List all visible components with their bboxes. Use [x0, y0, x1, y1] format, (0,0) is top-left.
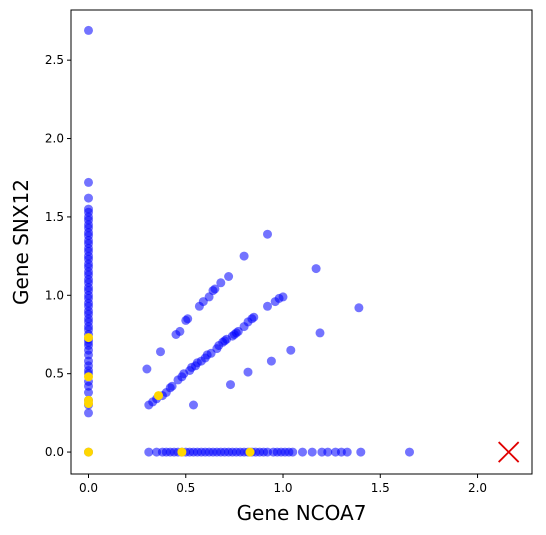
data-point [263, 229, 272, 239]
y-tick-label: 2.0 [45, 132, 64, 146]
x-tick-label: 0.0 [79, 481, 98, 495]
data-point [84, 193, 93, 203]
data-point [216, 278, 226, 288]
y-axis-ticks: 0.0 0.5 1.0 1.5 2.0 2.5 [45, 53, 71, 459]
x-tick-label: 2.0 [468, 481, 487, 495]
data-point [249, 312, 259, 322]
data-point [286, 345, 296, 355]
y-tick-label: 0.5 [45, 367, 64, 381]
data-point [323, 447, 333, 457]
data-point [84, 356, 93, 366]
highlight-point [84, 447, 93, 457]
data-point [278, 292, 288, 302]
highlight-point [84, 372, 93, 382]
data-point [239, 251, 249, 261]
marker-layer [498, 441, 520, 463]
highlight-point [154, 391, 163, 401]
x-tick-label: 1.0 [273, 481, 292, 495]
data-point [84, 408, 93, 418]
data-point [354, 303, 364, 313]
data-point [142, 364, 152, 374]
data-point [84, 388, 93, 397]
data-point [175, 326, 185, 336]
highlight-point [177, 447, 187, 457]
data-point [156, 347, 165, 357]
data-point [266, 356, 276, 366]
data-point [210, 284, 220, 294]
data-point [243, 367, 253, 377]
data-point [263, 301, 272, 311]
data-point [224, 272, 234, 281]
x-marker-stroke [498, 441, 520, 463]
data-point [183, 314, 193, 324]
plot-frame [70, 9, 533, 475]
highlight-point [84, 333, 93, 343]
data-point [288, 447, 298, 457]
data-point [298, 447, 307, 457]
data-point [311, 264, 321, 274]
x-tick-label: 0.5 [176, 481, 195, 495]
data-point [167, 381, 177, 391]
y-tick-label: 2.5 [45, 53, 64, 67]
data-point [226, 380, 235, 390]
y-tick-label: 1.0 [45, 288, 64, 302]
data-point [84, 204, 93, 214]
data-point [84, 177, 93, 187]
highlight-point [245, 447, 255, 457]
data-point [356, 447, 366, 457]
y-tick-label: 0.0 [45, 445, 64, 459]
data-point [189, 400, 198, 410]
highlight-point [84, 395, 93, 405]
x-axis-ticks: 0.0 0.5 1.0 1.5 2.0 [79, 474, 487, 495]
data-point [315, 328, 325, 338]
data-point [144, 447, 154, 457]
data-point [342, 447, 352, 457]
data-point [84, 25, 93, 35]
points-layer [84, 25, 414, 457]
y-axis-label: Gene SNX12 [9, 179, 33, 305]
x-tick-label: 1.5 [371, 481, 390, 495]
x-axis-label: Gene NCOA7 [237, 501, 367, 525]
plot-background [71, 10, 532, 474]
data-point [307, 447, 317, 457]
y-tick-label: 1.5 [45, 210, 64, 224]
data-point [405, 447, 414, 457]
